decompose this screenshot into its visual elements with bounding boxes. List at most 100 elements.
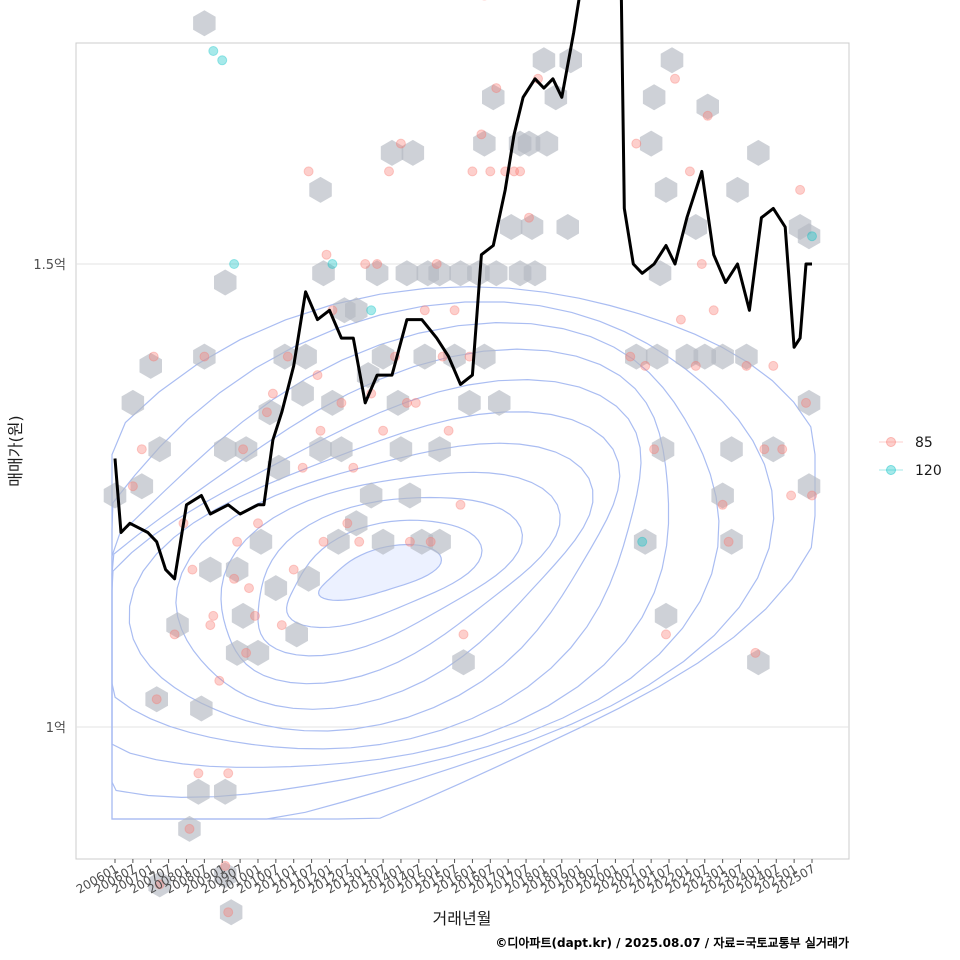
hexbin xyxy=(488,389,511,416)
hexbin xyxy=(345,297,368,324)
legend-label-85: 85 xyxy=(915,435,933,451)
point-series-120 xyxy=(217,55,228,66)
point-series-85 xyxy=(267,388,278,399)
y-axis-title: 매매가(원) xyxy=(6,415,25,486)
point-series-85 xyxy=(458,629,469,640)
point-series-85 xyxy=(750,647,761,658)
hexbin xyxy=(193,343,216,370)
point-series-85 xyxy=(675,314,686,325)
point-series-120 xyxy=(208,46,219,56)
point-series-85 xyxy=(282,351,293,362)
point-series-85 xyxy=(717,499,728,510)
point-series-85 xyxy=(640,360,651,371)
hexbin xyxy=(520,214,544,240)
point-series-85 xyxy=(315,425,326,436)
point-series-85 xyxy=(348,462,359,473)
point-series-85 xyxy=(312,370,323,381)
hexbin xyxy=(166,612,189,639)
point-series-85 xyxy=(208,610,219,621)
point-series-85 xyxy=(276,620,287,631)
x-axis-ticks: 2006012006072007012007072008012008072009… xyxy=(74,859,818,897)
hexbin xyxy=(633,528,657,555)
point-series-85 xyxy=(807,490,817,501)
hexbin-layer xyxy=(103,10,821,926)
point-series-85 xyxy=(410,397,421,408)
hexbin xyxy=(693,343,716,370)
hexbin xyxy=(327,528,350,555)
y-tick-label: 1억 xyxy=(46,721,66,736)
density-contour xyxy=(317,543,443,602)
hexbin xyxy=(267,454,291,481)
point-series-85 xyxy=(238,444,249,455)
hexbin xyxy=(386,389,410,416)
point-series-85 xyxy=(229,573,240,584)
point-series-120 xyxy=(807,231,817,242)
hexbin xyxy=(523,260,547,287)
hexbin xyxy=(654,602,678,629)
point-series-85 xyxy=(404,536,415,547)
point-series-85 xyxy=(449,305,460,316)
hexbin xyxy=(654,176,678,203)
hexbin xyxy=(103,482,127,509)
hexbin xyxy=(234,436,258,463)
hexbin xyxy=(449,260,472,287)
hexbin xyxy=(535,130,559,157)
point-series-120 xyxy=(366,305,377,316)
hexbin xyxy=(797,223,821,250)
hexbin xyxy=(294,343,317,370)
point-series-85 xyxy=(723,536,734,547)
point-series-85 xyxy=(670,73,680,84)
hexbin xyxy=(499,214,523,240)
legend-label-120: 120 xyxy=(915,463,942,479)
hexbin xyxy=(145,686,168,713)
hexbin xyxy=(258,399,282,426)
hexbin xyxy=(517,130,541,157)
point-series-85 xyxy=(467,166,478,177)
hexbin xyxy=(395,260,419,287)
hexbin xyxy=(359,482,383,509)
density-contour xyxy=(111,286,816,820)
hexbin xyxy=(225,639,249,666)
hexbin xyxy=(398,482,422,509)
point-series-85 xyxy=(199,351,210,362)
hexbin xyxy=(121,389,145,416)
hexbin xyxy=(452,649,475,676)
point-series-85 xyxy=(425,536,436,547)
hexbin xyxy=(711,482,734,509)
point-series-85 xyxy=(205,620,216,631)
hexbin xyxy=(273,343,296,370)
point-series-85 xyxy=(684,166,695,177)
hexbin xyxy=(139,352,162,379)
point-series-85 xyxy=(253,518,263,529)
caption: ©디아파트(dapt.kr) / 2025.08.07 / 자료=국토교통부 실… xyxy=(495,935,849,950)
hexbin xyxy=(458,389,481,416)
plot-panel xyxy=(75,42,850,860)
point-series-85 xyxy=(524,212,534,223)
trend-line-layer xyxy=(113,0,812,581)
hexbin xyxy=(214,862,237,889)
hexbin xyxy=(199,556,222,583)
hexbin xyxy=(371,528,395,555)
hexbin xyxy=(473,130,496,157)
legend-key-point-85 xyxy=(886,437,896,447)
hexbin xyxy=(190,695,213,722)
point-series-85 xyxy=(690,360,701,371)
hexbin xyxy=(410,528,434,555)
point-series-120 xyxy=(229,259,240,269)
point-series-85 xyxy=(223,768,234,779)
hexbin xyxy=(330,436,353,463)
hexbin xyxy=(312,260,335,287)
hexbin xyxy=(291,380,314,407)
hexbin xyxy=(187,778,210,805)
point-series-85 xyxy=(741,360,752,371)
x-axis-title: 거래년월 xyxy=(433,909,492,928)
legend-item-120: 120 xyxy=(879,463,942,479)
point-series-85 xyxy=(795,184,806,195)
point-series-85 xyxy=(187,564,198,575)
point-series-85 xyxy=(318,536,329,547)
point-series-85 xyxy=(419,305,430,316)
hexbin xyxy=(225,556,249,583)
hexbin xyxy=(443,343,466,370)
density-contour xyxy=(257,496,524,657)
hexbin xyxy=(532,47,556,74)
